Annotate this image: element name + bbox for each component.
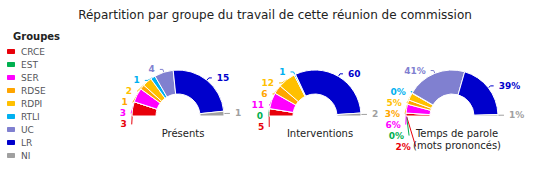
svg-text:3%: 3% xyxy=(385,109,400,119)
svg-text:4: 4 xyxy=(149,64,155,74)
svg-text:RTLI: RTLI xyxy=(21,112,40,122)
svg-text:Groupes: Groupes xyxy=(13,31,60,42)
svg-text:EST: EST xyxy=(21,60,38,70)
svg-text:2%: 2% xyxy=(395,142,410,152)
svg-text:1: 1 xyxy=(279,67,285,77)
svg-text:Présents: Présents xyxy=(162,128,205,139)
svg-text:1: 1 xyxy=(122,97,128,107)
svg-text:2: 2 xyxy=(372,109,378,119)
svg-text:0%: 0% xyxy=(391,87,406,97)
svg-text:Répartition par groupe du trav: Répartition par groupe du travail de cet… xyxy=(78,8,472,22)
svg-text:60: 60 xyxy=(348,69,361,79)
svg-text:41%: 41% xyxy=(404,66,426,76)
svg-text:12: 12 xyxy=(261,78,274,88)
svg-text:15: 15 xyxy=(217,73,230,83)
svg-text:39%: 39% xyxy=(499,81,521,91)
svg-text:5: 5 xyxy=(258,122,264,132)
svg-text:0: 0 xyxy=(257,111,263,121)
svg-text:RDPI: RDPI xyxy=(21,99,42,109)
svg-text:UC: UC xyxy=(21,125,34,135)
svg-text:5%: 5% xyxy=(386,98,401,108)
svg-text:0%: 0% xyxy=(389,131,404,141)
svg-text:6%: 6% xyxy=(385,120,400,130)
svg-text:1: 1 xyxy=(235,108,241,118)
svg-text:RDSE: RDSE xyxy=(21,86,46,96)
svg-text:1: 1 xyxy=(134,75,140,85)
svg-text:NI: NI xyxy=(21,151,30,161)
svg-text:Interventions: Interventions xyxy=(287,128,353,139)
svg-text:3: 3 xyxy=(120,108,126,118)
svg-text:Temps de parole: Temps de parole xyxy=(415,128,498,139)
svg-text:CRCE: CRCE xyxy=(21,47,45,57)
svg-text:(mots prononcés): (mots prononcés) xyxy=(413,140,501,151)
svg-text:2: 2 xyxy=(126,86,132,96)
svg-text:6: 6 xyxy=(261,89,267,99)
svg-text:SER: SER xyxy=(21,73,39,83)
svg-text:11: 11 xyxy=(252,100,265,110)
svg-text:3: 3 xyxy=(120,119,126,129)
svg-text:LR: LR xyxy=(21,138,32,148)
svg-text:1%: 1% xyxy=(509,110,524,120)
